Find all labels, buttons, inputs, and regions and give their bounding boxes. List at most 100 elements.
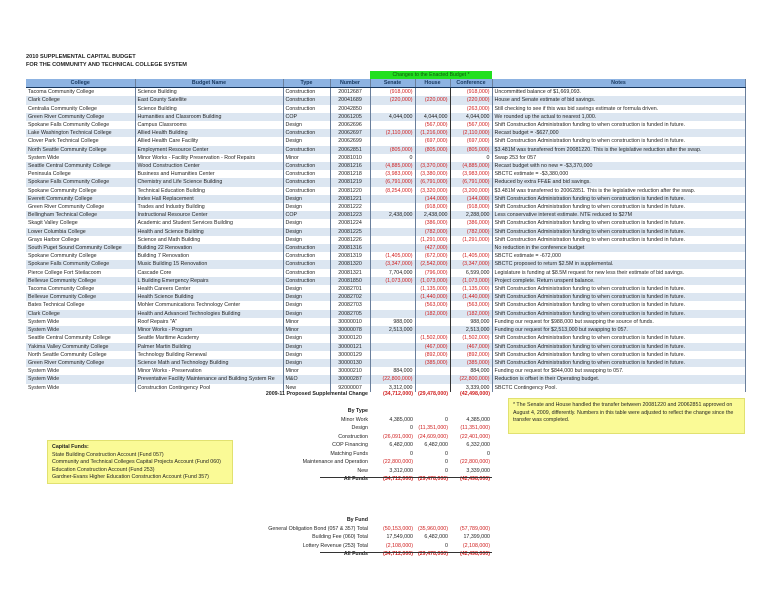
cell-conference: 0 [450,153,493,163]
table-row: Spokane Falls Community College Campus Cl… [26,121,746,130]
by-type-label: Construction [338,433,368,440]
cell-college: Bellevue Community College [26,276,136,286]
cell-conference: (1,405,000) [450,252,493,261]
cell-budget-name: Building 7 Renovation [135,252,284,261]
cell-notes: Shift Construction Administration fundin… [492,121,746,130]
cell-senate: 4,044,000 [370,112,416,122]
cell-notes: Reduction is offset in their Operating b… [492,375,746,384]
cell-senate: (1,405,000) [370,252,416,261]
cell-notes: House and Senate estimate of bid savings… [492,96,746,105]
by-type-value: 4,385,000 [389,416,413,423]
cell-college: Centralia Community College [26,104,136,113]
cell-conference: (385,000) [450,358,493,368]
capital-fund-line: State Building Construction Account (Fun… [52,451,164,458]
cell-college: Lake Washington Technical College [26,129,136,138]
cell-senate [370,137,416,146]
cell-type: Construction [283,260,331,269]
cell-college: Spokane Community College [26,186,136,195]
cell-budget-name: Technical Education Building [135,186,284,195]
cell-conference: (892,000) [450,350,493,359]
cell-type: Design [283,342,331,351]
cell-budget-name: L Building Emergency Repairs [135,276,284,286]
cell-conference: (386,000) [450,219,493,228]
cell-budget-name: Employment Resource Center [135,145,284,154]
cell-conference: (2,110,000) [450,129,493,138]
by-type-label: COP Financing [332,442,368,448]
cell-house: 2,438,000 [414,211,451,220]
cell-notes: Legislature is funding at $8.5M request … [492,268,746,277]
cell-notes: Uncommitted balance of $1,669,093. [492,87,746,97]
cell-number: 20041689 [330,96,371,105]
cell-budget-name: Science Math and Technology Building [135,358,284,368]
cell-college: Tacoma Community College [26,87,136,97]
cell-conference: (1,440,000) [450,293,493,302]
cell-house [414,104,451,113]
cell-number: 20081316 [330,244,371,253]
cell-college: Spokane Falls Community College [26,178,136,187]
cell-college: System Wide [26,153,136,163]
cell-number: 20081219 [330,178,371,187]
cell-senate: (22,800,000) [370,375,416,384]
cell-budget-name: Building 22 Renovation [135,244,284,253]
cell-notes: Shift Construction Administration fundin… [492,137,746,146]
cell-house: (6,791,000) [414,178,451,187]
cell-conference: 3,339,000 [450,383,493,392]
cell-senate: (220,000) [370,96,416,105]
cell-conference: (1,291,000) [450,235,493,245]
cell-college: Lower Columbia College [26,227,136,236]
by-fund-value: (2,108,000) [385,542,413,549]
cell-house [414,367,451,376]
cell-notes: Funding our request for $844,000 but swa… [492,367,746,376]
by-type-value: 0 [410,450,413,457]
cell-type: M&O [283,375,331,384]
page-title: 2010 SUPPLEMENTAL CAPITAL BUDGET [26,54,136,60]
by-type-value: (22,800,000) [382,459,413,465]
cell-number: 30000010 [330,317,371,327]
table-row: Bellevue Community College L Building Eme… [26,276,746,286]
by-fund-value: (50,153,000) [382,525,413,532]
cell-budget-name: Health Science Building [135,293,284,302]
by-fund-value: 0 [445,542,448,549]
by-fund-heading: By Fund [346,517,368,523]
table-row: Bates Technical College Mohler Communicat… [26,301,746,310]
cell-type: Design [283,293,331,302]
cell-house [414,153,451,163]
cell-number: 20062697 [330,129,371,138]
cell-house: (782,000) [414,227,451,236]
cell-number: 20062851 [330,145,371,154]
table-row: North Seattle Community College Technolog… [26,350,746,359]
cell-type: Design [283,285,331,294]
cell-conference: (3,200,000) [450,186,493,195]
cell-notes: SBCTC estimate = -$3,380,000 [492,170,746,179]
cell-type: Minor [283,317,331,327]
cell-conference: (1,073,000) [450,276,493,286]
cell-type: Construction [283,186,331,195]
cell-college: Spokane Falls Community College [26,260,136,269]
table-row: System Wide Minor Works - Facility Preser… [26,153,746,163]
capital-fund-line: Education Construction Account (Fund 253… [52,466,155,473]
by-type-label: Matching Funds [330,450,368,457]
cell-number: 20061205 [330,112,371,122]
footnote-box: * The Senate and House handled the trans… [508,398,745,434]
cell-conference: (918,000) [450,203,493,212]
cell-budget-name: Construction Contingency Pool [135,383,284,392]
column-header-conference: Conference [450,79,493,89]
cell-type: COP [283,211,331,220]
cell-budget-name: Health and Science Building [135,227,284,236]
cell-college: Grays Harbor College [26,235,136,245]
cell-college: Tacoma Community College [26,285,136,294]
total-label: 2009-11 Proposed Supplemental Change [265,391,368,397]
cell-type: New [283,383,331,392]
page-subtitle: FOR THE COMMUNITY AND TECHNICAL COLLEGE … [26,62,187,68]
cell-type: Design [283,137,331,146]
cell-house: (805,000) [414,145,451,154]
cell-budget-name: Science and Math Building [135,235,284,245]
cell-number: 20062699 [330,137,371,146]
cell-house: (220,000) [414,96,451,105]
cell-type: Design [283,350,331,359]
by-fund-value: (35,960,000) [417,525,448,532]
cell-budget-name: Technology Building Renewal [135,350,284,359]
cell-house: (1,502,000) [414,334,451,343]
cell-number: 30000121 [330,342,371,351]
by-fund-value: (2,108,000) [462,542,490,549]
